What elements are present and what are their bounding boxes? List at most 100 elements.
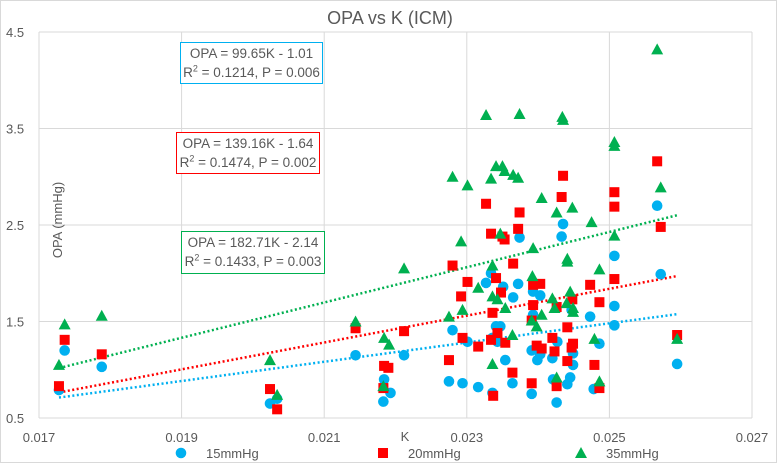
point-15mmhg	[350, 349, 361, 361]
point-20mmhg	[488, 390, 499, 401]
point-20mmhg	[462, 276, 473, 287]
point-15mmhg	[671, 358, 683, 370]
point-20mmhg	[491, 273, 502, 284]
point-20mmhg	[473, 341, 484, 352]
point-20mmhg	[486, 334, 497, 345]
point-35mmhg	[456, 303, 469, 315]
annotation-15mmhg: OPA = 99.65K - 1.01 R2 = 0.1214, P = 0.0…	[180, 42, 323, 84]
point-35mmhg	[535, 191, 548, 203]
point-15mmhg	[480, 277, 492, 289]
point-15mmhg	[59, 345, 70, 356]
point-15mmhg	[472, 381, 484, 393]
point-35mmhg	[654, 181, 667, 193]
point-35mmhg	[557, 113, 570, 125]
point-35mmhg	[566, 201, 579, 213]
point-35mmhg	[455, 235, 468, 247]
point-35mmhg	[264, 354, 277, 366]
y-tick-label: 1.5	[6, 315, 24, 330]
point-35mmhg	[512, 171, 525, 183]
point-20mmhg	[487, 307, 498, 318]
point-20mmhg	[59, 334, 70, 345]
point-35mmhg	[271, 388, 284, 400]
point-35mmhg	[525, 314, 538, 326]
point-20mmhg	[594, 297, 605, 308]
point-35mmhg	[485, 172, 498, 184]
x-axis-label: K	[401, 429, 410, 444]
annotation-35mmhg: OPA = 182.71K - 2.14 R2 = 0.1433, P = 0.…	[181, 231, 325, 274]
point-15mmhg	[609, 300, 620, 312]
point-20mmhg	[486, 228, 497, 239]
legend-label: 35mmHg	[606, 446, 659, 461]
x-tick-label: 0.019	[165, 430, 198, 445]
point-15mmhg	[584, 311, 596, 322]
trendline-20mmhg	[58, 274, 678, 394]
legend-marker-15mmhg	[175, 447, 187, 459]
annotation-20mmhg: OPA = 139.16K - 1.64 R2 = 0.1474, P = 0.…	[176, 132, 320, 174]
point-20mmhg	[594, 383, 605, 394]
point-20mmhg	[443, 355, 454, 366]
point-35mmhg	[480, 108, 493, 120]
point-20mmhg	[96, 349, 107, 360]
gridlines	[38, 31, 753, 419]
point-35mmhg	[608, 139, 621, 151]
point-20mmhg	[609, 274, 620, 285]
point-20mmhg	[535, 278, 546, 289]
r2-label: R	[179, 155, 190, 170]
point-35mmhg	[548, 301, 561, 313]
point-15mmhg	[507, 377, 518, 389]
point-20mmhg	[562, 356, 573, 367]
point-35mmhg	[608, 229, 621, 241]
point-15mmhg	[398, 349, 410, 361]
point-20mmhg	[508, 258, 519, 269]
point-20mmhg	[492, 328, 503, 339]
point-20mmhg	[383, 362, 394, 373]
point-20mmhg	[456, 291, 467, 302]
point-15mmhg	[551, 397, 562, 408]
point-20mmhg	[399, 326, 410, 337]
point-35mmhg	[546, 292, 559, 304]
point-20mmhg	[481, 198, 492, 209]
stats-20mmhg: = 0.1474, P = 0.002	[194, 155, 317, 170]
point-35mmhg	[593, 263, 606, 275]
point-35mmhg	[593, 375, 606, 387]
point-20mmhg	[499, 234, 510, 245]
point-20mmhg	[528, 300, 539, 311]
point-35mmhg	[535, 308, 548, 320]
point-35mmhg	[550, 206, 563, 218]
point-20mmhg	[53, 381, 64, 392]
point-35mmhg	[442, 310, 455, 322]
point-35mmhg	[472, 281, 485, 293]
legend-label: 20mmHg	[408, 446, 461, 461]
point-35mmhg	[671, 332, 684, 344]
point-35mmhg	[588, 332, 601, 344]
point-20mmhg	[566, 342, 577, 353]
data-points	[52, 43, 684, 415]
point-35mmhg	[398, 262, 411, 274]
point-35mmhg	[527, 242, 540, 254]
point-20mmhg	[528, 279, 539, 290]
y-tick-label: 0.5	[6, 411, 24, 426]
point-35mmhg	[446, 170, 459, 182]
point-35mmhg	[550, 371, 563, 383]
point-20mmhg	[496, 287, 507, 298]
point-35mmhg	[564, 285, 577, 297]
point-15mmhg	[500, 354, 511, 366]
point-15mmhg	[447, 324, 458, 336]
point-15mmhg	[96, 361, 108, 373]
point-20mmhg	[585, 279, 596, 290]
point-20mmhg	[551, 381, 562, 392]
equation-35mmhg: OPA = 182.71K - 2.14	[187, 235, 319, 250]
legend-marker-20mmhg	[378, 448, 388, 458]
point-35mmhg	[486, 259, 499, 271]
point-35mmhg	[567, 305, 580, 317]
point-15mmhg	[507, 292, 519, 303]
x-tick-label: 0.025	[593, 430, 626, 445]
point-15mmhg	[443, 376, 455, 387]
point-20mmhg	[547, 332, 558, 343]
point-20mmhg	[513, 223, 524, 234]
point-20mmhg	[558, 170, 569, 181]
point-35mmhg	[651, 43, 664, 55]
point-35mmhg	[486, 357, 499, 369]
